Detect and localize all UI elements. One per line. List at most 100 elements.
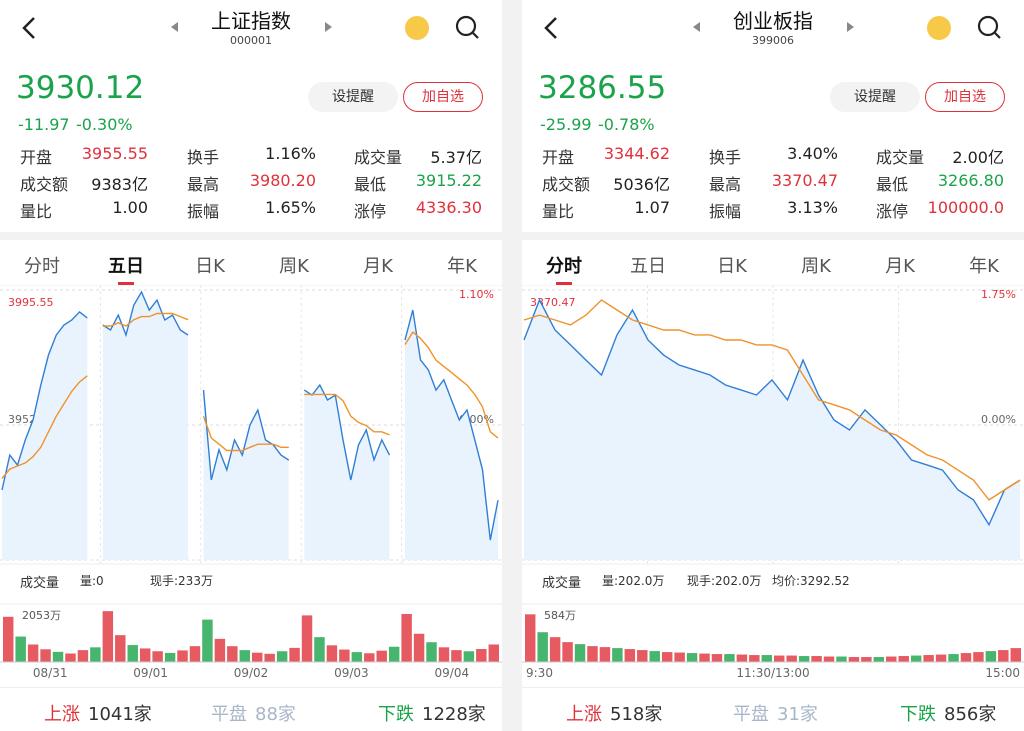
stat-label: 开盘 [542, 148, 575, 167]
watchlist-button[interactable]: 加自选 [925, 82, 1005, 112]
breadth-label: 下跌 [378, 704, 414, 725]
volume-bar [923, 655, 934, 662]
volume-bar [376, 650, 387, 662]
alert-button[interactable]: 设提醒 [830, 82, 920, 112]
volume-bar [77, 650, 89, 662]
tab[interactable]: 年K [969, 256, 999, 277]
volume-bar [749, 655, 760, 662]
index-title: 上证指数 [211, 9, 291, 33]
volume-bar [960, 653, 972, 662]
next-arrow[interactable] [325, 22, 332, 32]
price-chart: 3254.613312.543370.47-1.75%0.00%1.75% [522, 285, 1024, 565]
volume-info: 量:0 [80, 574, 104, 588]
search-icon[interactable] [977, 15, 999, 37]
change: -25.99 [540, 115, 592, 134]
tab[interactable]: 分时 [546, 256, 582, 277]
average-line [523, 299, 1021, 501]
tab[interactable]: 周K [801, 256, 831, 277]
change-pct: -0.78% [598, 115, 655, 134]
volume-bar [774, 655, 785, 662]
volume-bar [52, 651, 64, 662]
stat-label: 振幅 [709, 202, 742, 221]
volume-bar [1010, 648, 1021, 662]
stat-value: 1.07 [634, 198, 670, 217]
volume-bar [549, 637, 561, 662]
breadth-value: 856家 [944, 704, 997, 725]
volume-bar [451, 650, 462, 662]
stat-value: 2.00亿 [952, 148, 1004, 167]
stat-value: 3370.47 [771, 171, 838, 190]
tab[interactable]: 五日 [630, 256, 666, 277]
x-tick-label: 9:30 [526, 666, 553, 680]
tab[interactable]: 日K [195, 256, 225, 277]
mascot-icon[interactable] [927, 16, 951, 40]
volume-bar [574, 644, 586, 662]
stat-value: 5036亿 [613, 175, 670, 194]
volume-bar [413, 633, 425, 662]
tab[interactable]: 周K [279, 256, 309, 277]
volume-bar [861, 657, 872, 662]
divider [522, 232, 1024, 240]
tab[interactable]: 年K [447, 256, 477, 277]
x-tick-label: 09/01 [133, 666, 168, 680]
stat-value: 100000.0 [927, 198, 1004, 217]
volume-info: 现手:233万 [150, 574, 213, 588]
volume-bar [699, 653, 710, 662]
back-button[interactable] [22, 17, 35, 39]
tab[interactable]: 日K [717, 256, 747, 277]
tab[interactable]: 分时 [24, 256, 60, 277]
volume-max-label: 2053万 [22, 609, 61, 622]
stat-value: 3980.20 [249, 171, 316, 190]
stat-value: 1.16% [265, 144, 316, 163]
x-tick-label: 11:30/13:00 [736, 666, 810, 680]
volume-bar [426, 642, 437, 662]
tab[interactable]: 五日 [108, 256, 144, 277]
volume-bar [177, 650, 188, 662]
stat-label: 振幅 [187, 202, 220, 221]
volume-bar [301, 615, 313, 662]
volume-bar [873, 657, 885, 662]
volume-bar [102, 611, 114, 662]
volume-label: 成交量 [542, 576, 582, 591]
volume-bar [401, 613, 412, 662]
volume-bar [364, 653, 375, 662]
tab[interactable]: 月K [363, 256, 393, 277]
stat-value: 5.37亿 [430, 148, 482, 167]
volume-info: 均价:3292.52 [772, 574, 850, 588]
volume-max-label: 584万 [544, 609, 576, 622]
stat-label: 开盘 [20, 148, 53, 167]
volume-label: 成交量 [20, 576, 60, 591]
stat-label: 最高 [187, 175, 220, 194]
stat-label: 成交额 [20, 175, 69, 194]
stat-label: 成交额 [542, 175, 591, 194]
volume-bar [637, 650, 648, 662]
change: -11.97 [18, 115, 70, 134]
volume-bar [90, 647, 101, 662]
alert-button[interactable]: 设提醒 [308, 82, 398, 112]
volume-bar [463, 651, 475, 662]
volume-bar [264, 653, 275, 662]
header-icons [22, 15, 479, 40]
breadth-label: 平盘 [211, 704, 247, 725]
next-arrow[interactable] [847, 22, 854, 32]
breadth-label: 下跌 [900, 704, 936, 725]
volume-bar [326, 645, 338, 662]
mascot-icon[interactable] [405, 16, 429, 40]
volume-bar [674, 652, 685, 662]
volume-info: 现手:202.0万 [687, 574, 762, 588]
stat-label: 成交量 [876, 148, 925, 167]
prev-arrow[interactable] [171, 22, 178, 32]
panel: 创业板指 399006 3286.55 -25.99 -0.78% 设提醒 加自选 开盘 334… [522, 0, 1024, 731]
back-button[interactable] [544, 17, 557, 39]
price: 3930.12 [16, 70, 145, 106]
volume-bar [351, 652, 363, 662]
breadth-label: 平盘 [733, 704, 769, 725]
volume-bar [227, 646, 238, 662]
tab[interactable]: 月K [885, 256, 915, 277]
search-icon[interactable] [455, 15, 477, 37]
volume-bar [252, 652, 263, 662]
prev-arrow[interactable] [693, 22, 700, 32]
volume-info: 量:202.0万 [602, 574, 665, 588]
watchlist-button[interactable]: 加自选 [403, 82, 483, 112]
